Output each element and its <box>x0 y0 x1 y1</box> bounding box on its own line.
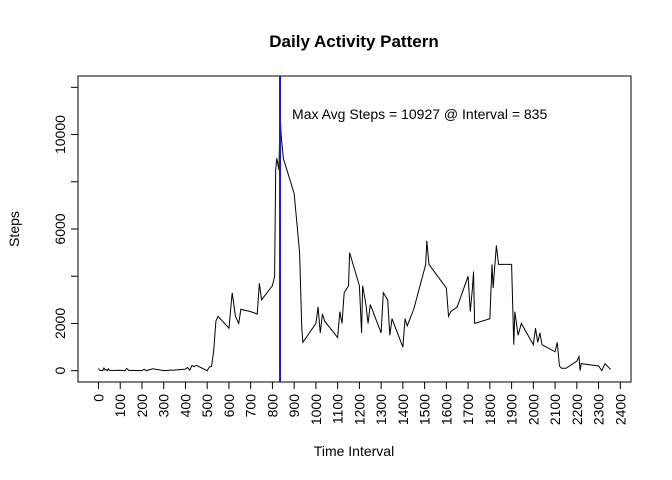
x-tick-label: 2300 <box>591 394 607 425</box>
y-tick-label: 0 <box>52 367 68 375</box>
data-line <box>98 112 611 372</box>
y-tick-label: 2000 <box>52 308 68 339</box>
y-axis-label: Steps <box>6 211 22 247</box>
x-tick-label: 800 <box>264 394 280 418</box>
x-tick-label: 1900 <box>504 394 520 425</box>
x-axis-label: Time Interval <box>314 443 394 459</box>
x-tick-label: 2200 <box>569 394 585 425</box>
x-tick-label: 2100 <box>547 394 563 425</box>
x-tick-label: 900 <box>286 394 302 418</box>
x-tick-label: 1100 <box>330 394 346 424</box>
x-tick-label: 1400 <box>395 394 411 425</box>
x-tick-label: 100 <box>112 394 128 418</box>
y-tick-label: 6000 <box>52 213 68 244</box>
annotation: Max Avg Steps = 10927 @ Interval = 835 <box>292 106 547 122</box>
x-tick-label: 2400 <box>612 394 628 425</box>
x-tick-label: 400 <box>177 394 193 418</box>
x-tick-label: 2000 <box>525 394 541 425</box>
x-tick-label: 700 <box>243 394 259 418</box>
y-tick-label: 10000 <box>52 115 68 154</box>
chart-title: Daily Activity Pattern <box>269 32 438 51</box>
x-tick-label: 1500 <box>417 394 433 425</box>
x-tick-label: 1600 <box>438 394 454 425</box>
x-tick-label: 0 <box>90 394 106 402</box>
x-tick-label: 1700 <box>460 394 476 425</box>
x-tick-label: 1000 <box>308 394 324 425</box>
x-tick-label: 1300 <box>373 394 389 425</box>
x-tick-label: 600 <box>221 394 237 418</box>
x-tick-label: 200 <box>134 394 150 418</box>
x-tick-label: 300 <box>156 394 172 418</box>
x-tick-label: 1200 <box>351 394 367 425</box>
x-tick-label: 1800 <box>482 394 498 425</box>
x-tick-label: 500 <box>199 394 215 418</box>
